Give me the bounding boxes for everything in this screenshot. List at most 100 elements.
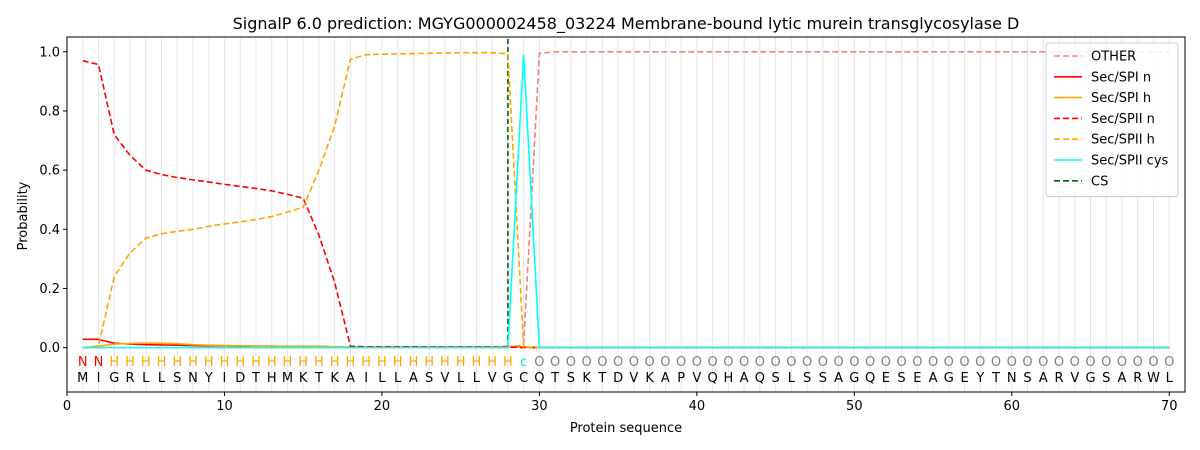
sequence-residue: G (503, 371, 513, 386)
sequence-residue: S (819, 371, 827, 386)
sequence-residue: M (282, 371, 293, 386)
annotation-label: O (1070, 355, 1080, 370)
annotation-label: H (377, 355, 387, 370)
sequence-residue: N (1007, 371, 1017, 386)
sequence-residue: E (882, 371, 890, 386)
annotation-label: O (849, 355, 859, 370)
annotation-label: O (991, 355, 1001, 370)
annotation-label: O (770, 355, 780, 370)
annotation-label: O (1038, 355, 1048, 370)
annotation-label: O (818, 355, 828, 370)
sequence-residue: E (913, 371, 921, 386)
sequence-residue: Q (534, 371, 544, 386)
sequence-residue: I (364, 371, 368, 386)
legend-box (1045, 42, 1179, 198)
annotation-label: O (1164, 355, 1174, 370)
legend-label: CS (1091, 174, 1108, 189)
sequence-residue: K (330, 371, 339, 386)
annotation-label: O (1148, 355, 1158, 370)
sequence-residue: T (550, 371, 559, 386)
legend-label: Sec/SPI n (1091, 70, 1151, 85)
annotation-label: O (1101, 355, 1111, 370)
sequence-residue: V (692, 371, 701, 386)
series-lines (82, 50, 1170, 349)
legend-label: Sec/SPII n (1091, 112, 1155, 127)
annotation-label: N (78, 355, 88, 370)
x-tick-label: 40 (689, 399, 706, 414)
sequence-residue: Y (204, 371, 213, 386)
annotation-label: O (833, 355, 843, 370)
sequence-residue: K (582, 371, 591, 386)
sequence-residue: W (1147, 371, 1160, 386)
annotation-label: H (503, 355, 513, 370)
sequence-residue: E (960, 371, 968, 386)
sequence-residue: R (1133, 371, 1142, 386)
sequence-residue: V (440, 371, 449, 386)
sequence-residue: Q (755, 371, 765, 386)
sequence-residue: D (235, 371, 245, 386)
sequence-residue: A (661, 371, 670, 386)
sequence-residue: S (803, 371, 811, 386)
sequence-residue: A (929, 371, 938, 386)
sequence-residue: R (125, 371, 134, 386)
sequence-residue: C (519, 371, 528, 386)
annotation-label: O (786, 355, 796, 370)
annotation-label: O (739, 355, 749, 370)
sequence-residue: R (1055, 371, 1064, 386)
annotation-label: O (629, 355, 639, 370)
annotation-label: H (409, 355, 419, 370)
sequence-residue: L (158, 371, 166, 386)
sequence-residue: P (677, 371, 685, 386)
sequence-residue: M (77, 371, 88, 386)
x-tick-label: 70 (1161, 399, 1178, 414)
sequence-residue: V (629, 371, 638, 386)
annotation-label: H (251, 355, 261, 370)
annotation-label: O (755, 355, 765, 370)
sequence-residue: S (1023, 371, 1031, 386)
annotation-label: O (723, 355, 733, 370)
sequence-residue: S (771, 371, 779, 386)
series-other (82, 50, 1170, 349)
annotation-label: H (361, 355, 371, 370)
sequence-residue: A (834, 371, 843, 386)
annotation-label: H (157, 355, 167, 370)
sequence-residue: Y (975, 371, 984, 386)
x-tick-label: 0 (63, 399, 71, 414)
x-tick-label: 10 (216, 399, 233, 414)
annotation-label: H (487, 355, 497, 370)
sequence-residue: G (109, 371, 119, 386)
sequence-residue: L (378, 371, 386, 386)
annotation-label: H (346, 355, 356, 370)
annotation-label: H (172, 355, 182, 370)
sequence-residue: S (897, 371, 905, 386)
annotation-label: H (440, 355, 450, 370)
series-sec-spii-n (82, 59, 1170, 349)
annotation-label: H (393, 355, 403, 370)
y-tick-label: 0.8 (39, 104, 60, 119)
annotation-label: H (267, 355, 277, 370)
annotation-label: O (550, 355, 560, 370)
sequence-residue: D (613, 371, 623, 386)
sequence-residue: I (97, 371, 101, 386)
annotation-label: O (660, 355, 670, 370)
y-axis-label: Probability (16, 181, 31, 250)
sequence-residue: L (394, 371, 402, 386)
annotation-label: O (1022, 355, 1032, 370)
legend: OTHER Sec/SPI n Sec/SPI h Sec/SPII n Sec/SPI… (1045, 42, 1179, 198)
annotation-label: O (802, 355, 812, 370)
annotation-label: O (865, 355, 875, 370)
y-axis-ticks: 0.0 0.2 0.4 0.6 0.8 1.0 (39, 45, 67, 356)
sequence-residue: V (1070, 371, 1079, 386)
sequence-residue: Q (865, 371, 875, 386)
annotation-label: O (1007, 355, 1017, 370)
sequence-residue: T (251, 371, 260, 386)
plot-frame (66, 36, 1186, 393)
annotation-label: O (944, 355, 954, 370)
legend-label: OTHER (1091, 50, 1136, 65)
annotation-label: O (676, 355, 686, 370)
y-tick-label: 0.6 (39, 164, 60, 179)
annotation-label: O (912, 355, 922, 370)
x-axis-label: Protein sequence (570, 421, 682, 436)
